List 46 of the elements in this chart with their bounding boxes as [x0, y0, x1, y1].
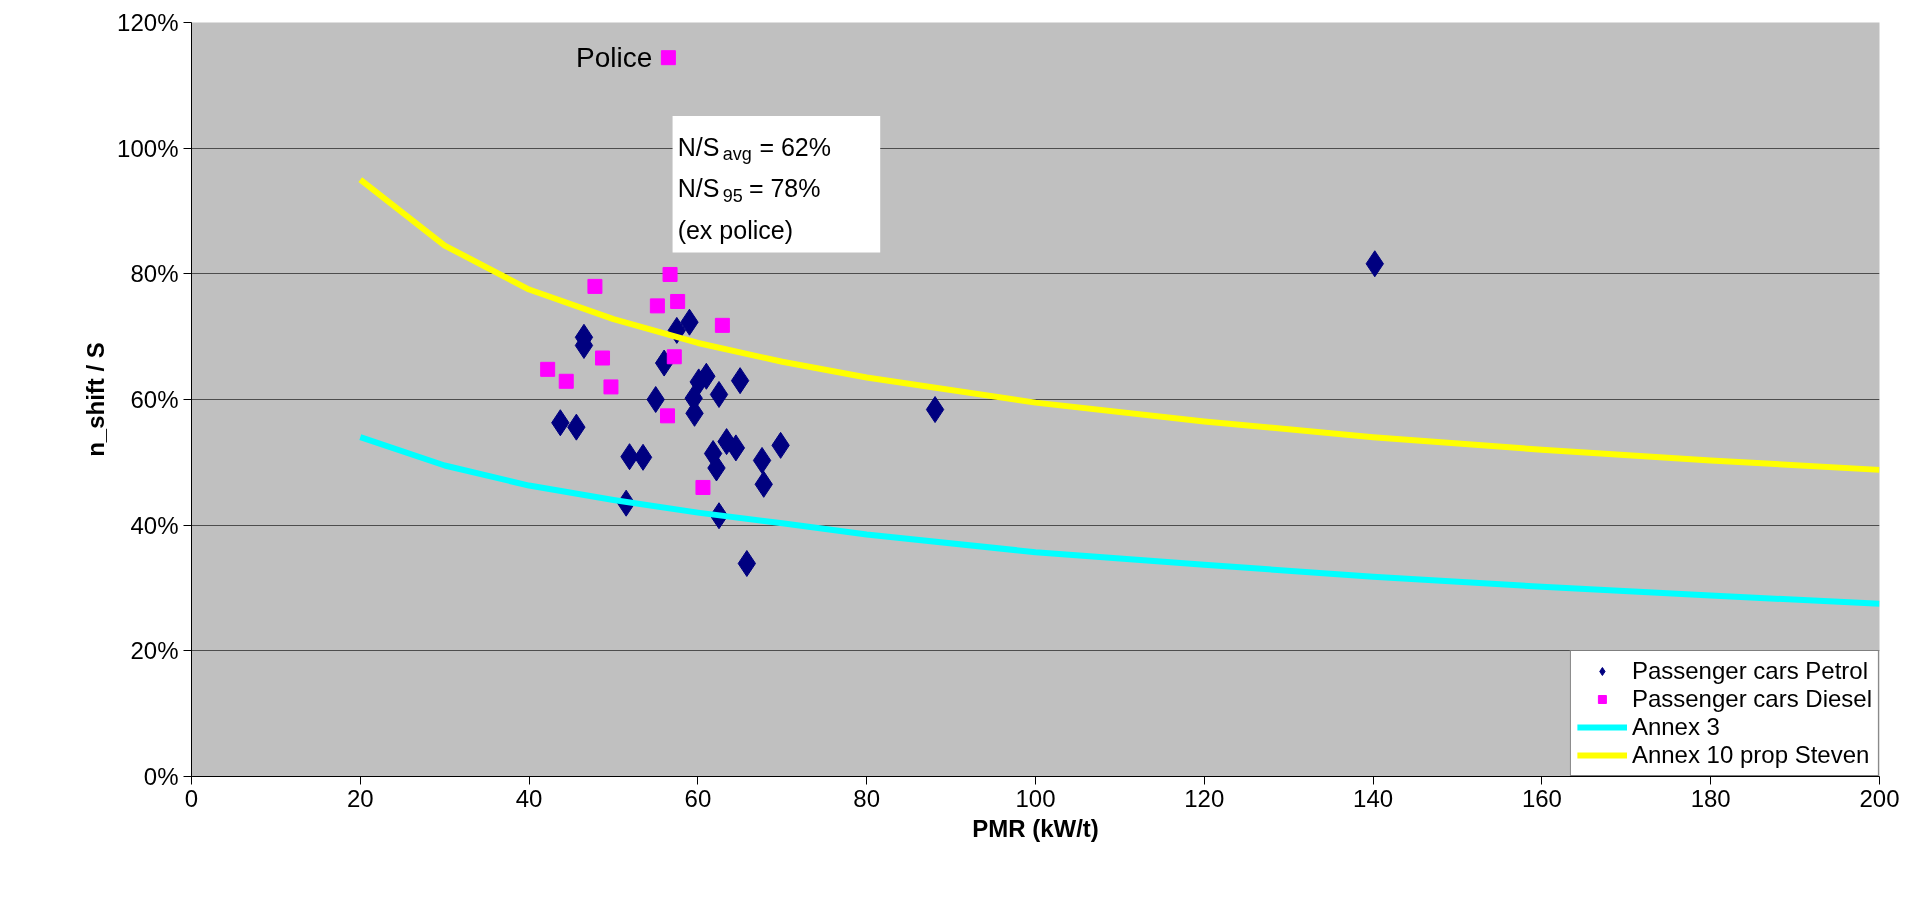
x-tick-label: 180 [1690, 784, 1731, 812]
y-tick-label: 120% [117, 9, 179, 36]
point [737, 549, 757, 577]
point [662, 266, 678, 282]
legend-label: Passenger cars Petrol [1631, 657, 1868, 685]
y-tick-label: 100% [117, 134, 179, 162]
point [646, 386, 665, 413]
x-tick-label: 140 [1353, 784, 1394, 812]
point [587, 278, 603, 294]
y-tick-label: 0% [143, 763, 179, 790]
point [709, 380, 729, 408]
x-axis-title: PMR (kW/t) [972, 814, 1099, 842]
x-tick-label: 80 [853, 784, 881, 812]
x-tick-label: 160 [1521, 784, 1562, 812]
y-tick-label: 80% [130, 260, 179, 288]
point [925, 396, 945, 424]
legend-label: Annex 10 prop Steven [1631, 741, 1870, 769]
y-axis-title: n_shift / S [82, 342, 110, 457]
point [730, 367, 750, 395]
legend-label: Annex 3 [1631, 713, 1720, 741]
point [714, 317, 730, 333]
x-tick-label: 120 [1184, 784, 1225, 812]
point [666, 349, 682, 365]
point [603, 379, 619, 395]
point [752, 446, 772, 474]
x-tick-label: 0 [184, 784, 199, 812]
point [695, 479, 711, 495]
x-tick-label: 200 [1859, 784, 1900, 812]
point [726, 434, 746, 462]
x-tick-label: 20 [346, 784, 374, 812]
point [660, 50, 676, 66]
point [595, 350, 611, 366]
point [649, 298, 665, 314]
y-tick-label: 60% [130, 386, 179, 413]
point [558, 373, 574, 389]
x-tick-label: 60 [684, 784, 712, 812]
y-tick-label: 20% [130, 637, 179, 665]
x-tick-label: 40 [515, 784, 543, 812]
annotation: Police [576, 42, 653, 74]
point [660, 408, 676, 424]
legend-label: Passenger cars Diesel [1631, 685, 1872, 713]
point [670, 293, 686, 309]
y-tick-label: 40% [130, 511, 179, 539]
point [540, 361, 556, 377]
point [633, 443, 653, 471]
x-tick-label: 100 [1015, 784, 1056, 812]
